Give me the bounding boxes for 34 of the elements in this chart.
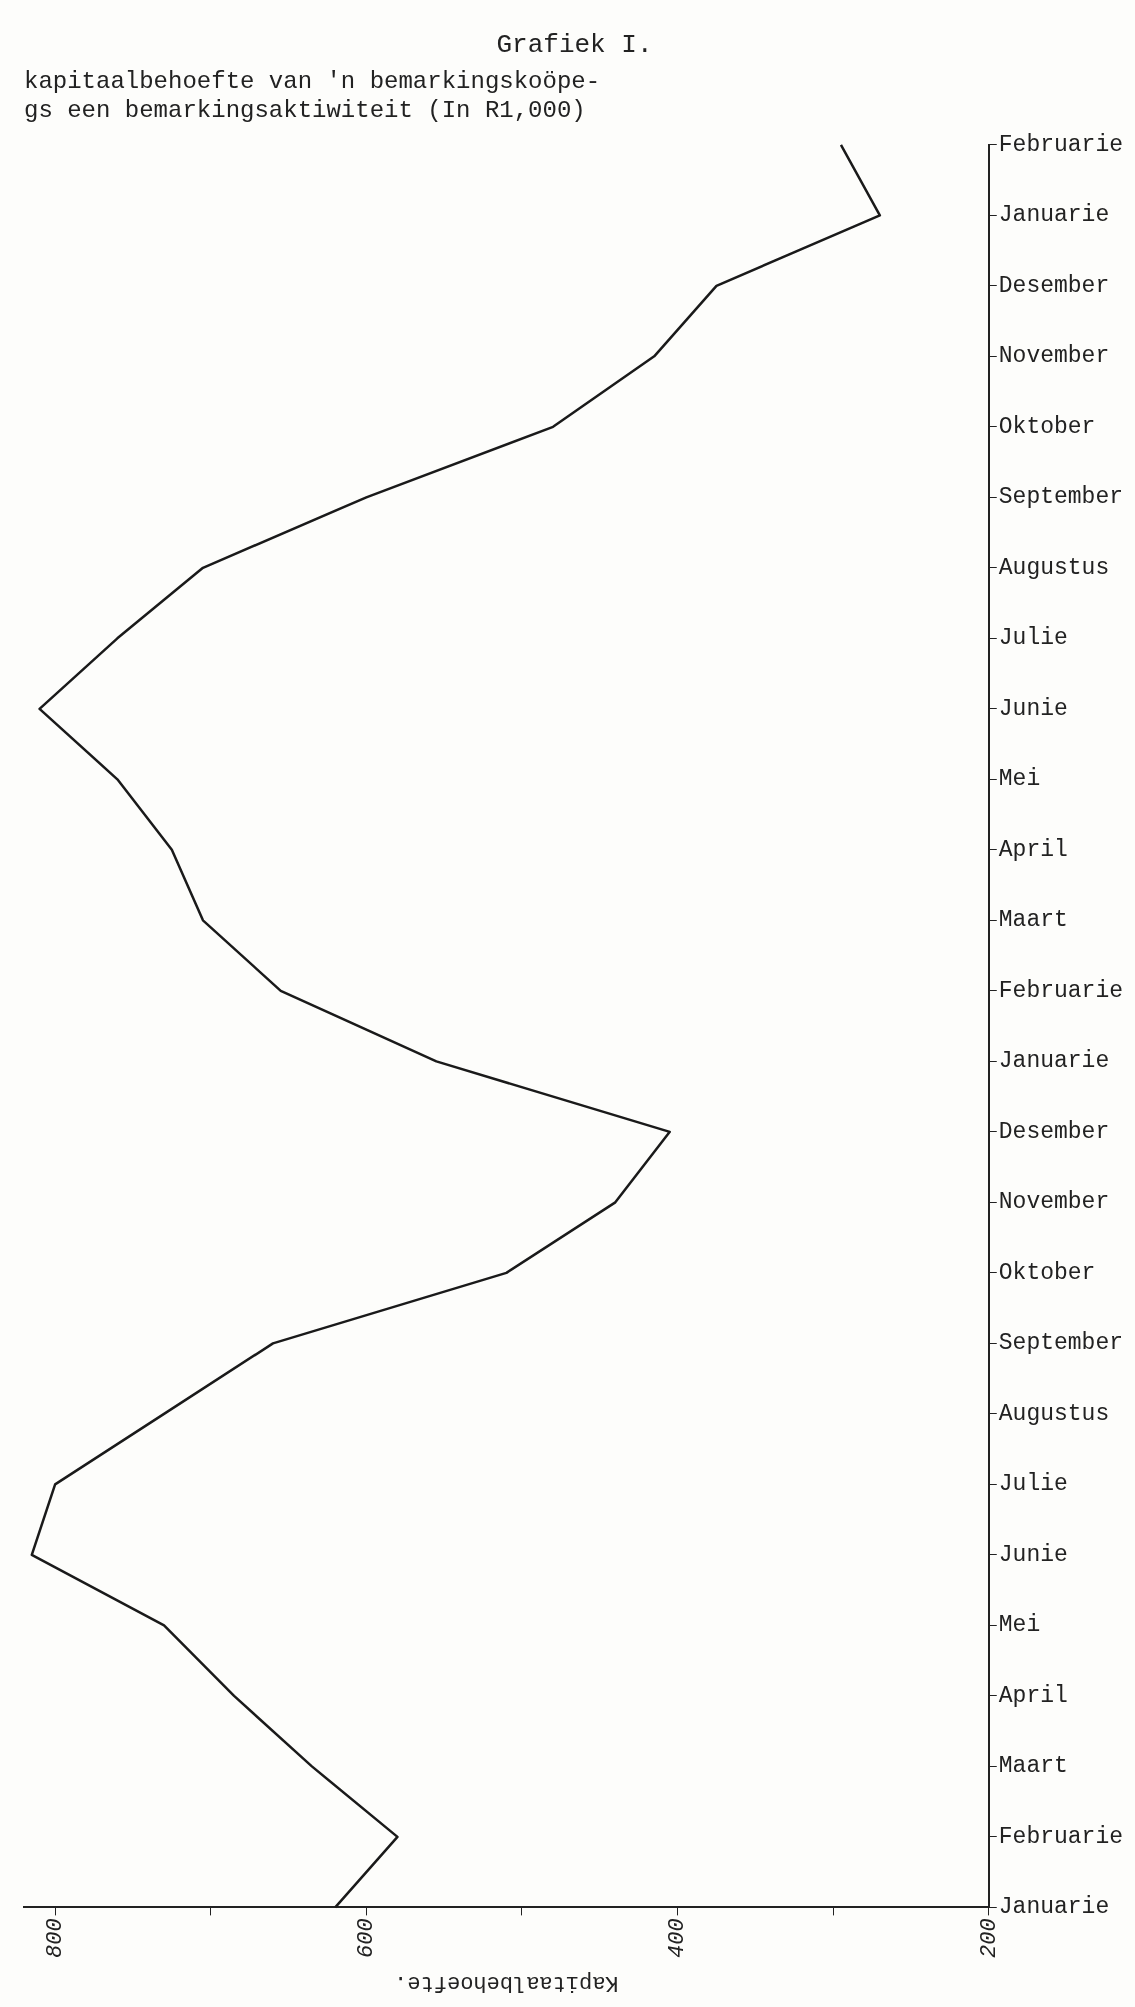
y-tick-label: Mei [998, 766, 1041, 793]
y-tick-label: Augustus [998, 1400, 1110, 1427]
y-tick-label: Februarie [998, 1823, 1124, 1850]
chart-title: Grafiek I. [496, 30, 653, 61]
x-tick-label: 800 [42, 1918, 68, 1958]
y-tick-label: November [998, 1189, 1110, 1216]
y-tick-label: Desember [998, 1118, 1110, 1145]
y-tick-label: Mei [998, 1612, 1041, 1639]
x-tick-label: 400 [665, 1918, 691, 1958]
text: kapitaalbehoefte van 'n bemarkingskoöpe- [24, 67, 601, 95]
y-tick-label: Junie [998, 1541, 1068, 1568]
y-tick-label: Januarie [998, 202, 1110, 229]
y-tick-label: Maart [998, 907, 1068, 934]
y-tick-label: Oktober [998, 1259, 1096, 1286]
x-axis-title: Kapitaalbehoefte. [394, 1970, 619, 1996]
y-tick-label: Julie [998, 1471, 1068, 1498]
y-tick-label: Desember [998, 272, 1110, 299]
y-tick-label: Februarie [998, 131, 1124, 158]
y-tick-label: September [998, 484, 1124, 511]
y-tick-label: Oktober [998, 413, 1096, 440]
x-tick-label: 200 [976, 1918, 1002, 1958]
y-tick-label: Maart [998, 1753, 1068, 1780]
y-tick-label: September [998, 1330, 1124, 1357]
y-tick-label: Februarie [998, 977, 1124, 1004]
y-tick-label: April [998, 1682, 1068, 1709]
y-tick-label: Januarie [998, 1894, 1110, 1921]
y-tick-label: Augustus [998, 554, 1110, 581]
y-tick-label: Januarie [998, 1048, 1110, 1075]
y-tick-label: November [998, 343, 1110, 370]
y-tick-label: Julie [998, 625, 1068, 652]
x-tick-label: 600 [354, 1918, 380, 1958]
y-tick-label: Junie [998, 695, 1068, 722]
y-tick-label: April [998, 836, 1068, 863]
text: gs een bemarkingsaktiwiteit (In R1,000) [24, 96, 586, 124]
